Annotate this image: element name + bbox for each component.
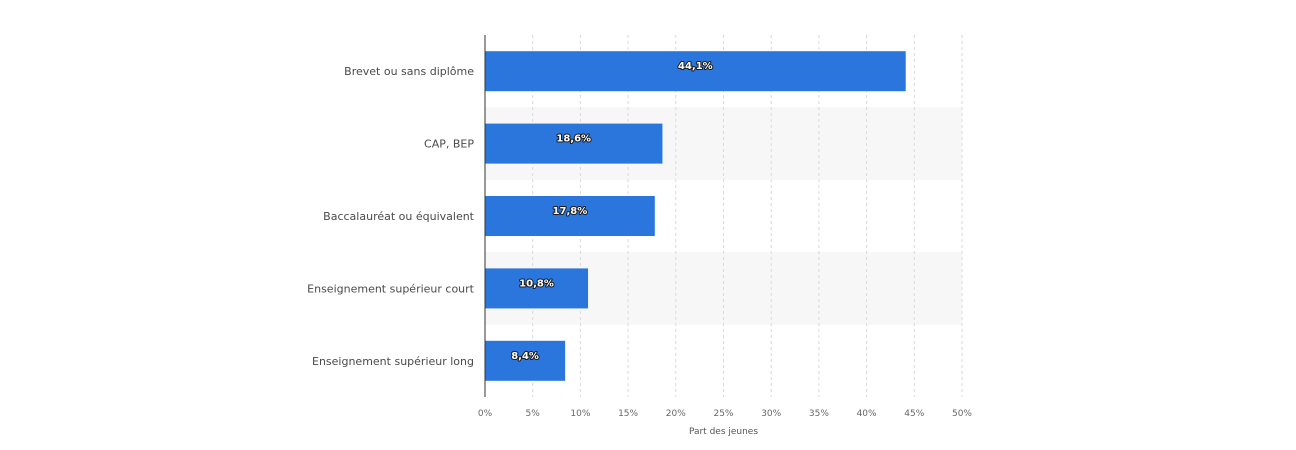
bar[interactable] [485, 123, 663, 164]
x-tick-label: 20% [666, 409, 686, 419]
x-tick-label: 15% [618, 409, 638, 419]
category-label: CAP, BEP [424, 138, 474, 151]
x-tick-label: 0% [478, 409, 493, 419]
x-tick-label: 45% [904, 409, 924, 419]
bars [485, 51, 906, 381]
data-label: 17,8% [553, 206, 588, 217]
x-tick-label: 35% [809, 409, 829, 419]
bar[interactable] [485, 340, 566, 381]
category-label: Baccalauréat ou équivalent [323, 210, 475, 223]
bar[interactable] [485, 268, 589, 309]
data-label: 18,6% [556, 134, 591, 145]
x-tick-label: 10% [570, 409, 590, 419]
category-label: Enseignement supérieur long [312, 355, 474, 368]
x-tick-label: 40% [857, 409, 877, 419]
data-label: 44,1% [678, 61, 713, 72]
category-labels: Brevet ou sans diplôme CAP, BEP Baccalauré… [307, 65, 475, 368]
x-tick-label: 5% [526, 409, 541, 419]
data-label: 10,8% [519, 278, 554, 289]
x-tick-label: 25% [713, 409, 733, 419]
x-tick-label: 50% [952, 409, 972, 419]
category-label: Enseignement supérieur court [307, 282, 475, 295]
bar[interactable] [485, 196, 655, 236]
category-label: Brevet ou sans diplôme [344, 65, 474, 78]
x-tick-labels: 0% 5% 10% 15% 20% 25% 30% 35% 40% 45% 50% [478, 409, 973, 419]
data-label: 8,4% [511, 351, 539, 362]
bar[interactable] [485, 51, 906, 92]
x-axis-title: Part des jeunes [689, 427, 758, 437]
data-labels: 44,1% 18,6% 17,8% 10,8% 8,4% [510, 60, 714, 363]
x-tick-label: 30% [761, 409, 781, 419]
